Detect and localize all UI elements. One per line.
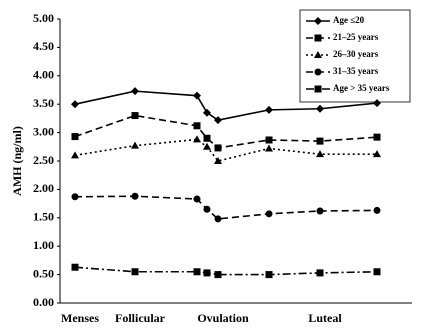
point [203,108,211,117]
point [131,268,139,276]
y-tick-label: 2.50 [33,153,54,167]
point [131,192,139,200]
y-tick-label: 1.00 [33,238,54,252]
point [203,142,211,150]
legend-marker [314,17,322,25]
legend-label: 31–35 years [333,66,379,76]
point [265,105,273,114]
point [214,116,222,125]
y-tick-label: 4.50 [33,39,54,53]
x-tick-label: Menses [61,311,99,325]
series-line [74,138,377,162]
legend-marker [314,68,322,76]
point [131,112,139,120]
point [193,195,201,203]
point [193,135,201,143]
point [265,136,273,144]
y-tick-label: 4.00 [33,68,54,82]
legend-marker [314,51,322,58]
point [316,104,324,113]
point [316,269,324,277]
y-tick-label: 3.50 [33,96,54,110]
point [373,133,381,141]
legend-marker [314,34,322,42]
series-line [74,266,378,276]
point [373,206,381,214]
point [214,215,222,223]
point [193,122,201,130]
y-tick-label: 0.50 [33,266,54,280]
point [203,205,211,213]
point [203,269,211,277]
point [316,150,324,158]
point [214,271,222,279]
y-tick-label: 2.00 [33,181,54,195]
y-axis-label: AMH (ng/ml) [10,126,24,196]
point [316,207,324,215]
point [71,193,79,201]
point [71,133,79,141]
series-line [74,90,378,121]
x-tick-label: Follicular [115,311,166,325]
point [193,268,201,276]
point [193,91,201,100]
point [373,99,381,108]
point [71,263,79,271]
series-line [74,195,378,220]
legend-label: 21–25 years [333,32,379,42]
point [203,134,211,142]
point [265,210,273,218]
point [265,271,273,279]
y-tick-label: 0.00 [33,295,54,309]
point [373,268,381,276]
point [373,150,381,158]
point [131,141,139,149]
y-tick-label: 1.50 [33,210,54,224]
legend-label: Age ≤20 [333,15,365,25]
legend: Age ≤20 21–25 years 26–30 years 31–35 years… [306,15,390,93]
point [214,157,222,164]
legend-label: 26–30 years [333,49,379,59]
point [316,137,324,145]
legend-marker [314,85,322,93]
x-tick-label: Ovulation [197,311,249,325]
point [71,151,79,159]
point [131,87,139,96]
point [214,144,222,152]
y-tick-label: 5.00 [33,11,54,25]
point [265,144,273,152]
x-tick-label: Luteal [308,311,342,325]
point [71,100,79,109]
legend-label: Age > 35 years [333,83,390,93]
y-tick-label: 3.00 [33,124,54,138]
series-line [74,114,378,149]
